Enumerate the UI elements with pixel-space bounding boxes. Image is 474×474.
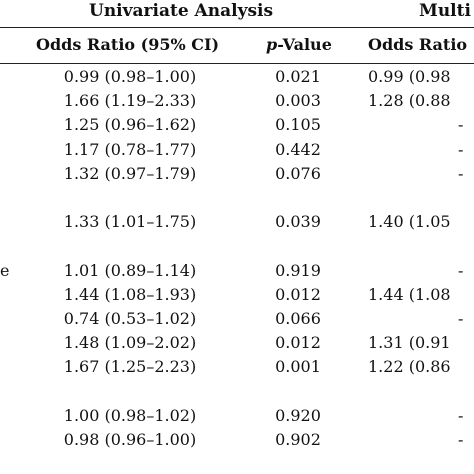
- cell-multi-odds-ratio: -: [458, 164, 464, 183]
- cell-odds-ratio: 1.48 (1.09–2.02): [63, 333, 197, 352]
- cell-odds-ratio: [30, 381, 230, 403]
- cell-multi-odds-ratio: 1.31 (0.91: [368, 333, 451, 352]
- cell-odds-ratio: 1.44 (1.08–1.93): [63, 285, 197, 304]
- col-header-p-rest: -Value: [277, 35, 332, 54]
- table-row: 1.44 (1.08–1.93) 0.012 1.44 (1.08: [0, 284, 474, 306]
- cell-multi-odds-ratio: -: [458, 406, 464, 425]
- cell-p-value: 0.902: [275, 430, 321, 449]
- cell-multi-odds-ratio: 1.40 (1.05: [368, 212, 451, 231]
- col-header-multi-odds-ratio-text: Odds Ratio: [368, 35, 468, 54]
- col-header-p-value: p-Value: [266, 34, 332, 56]
- cell-multi-odds-ratio: -: [458, 309, 464, 328]
- cell-multi-odds-ratio: [368, 235, 474, 257]
- cell-multi-odds-ratio: 1.22 (0.86: [368, 357, 451, 376]
- cell-multi-odds-ratio: -: [458, 430, 464, 449]
- table-row: 1.00 (0.98–1.02) 0.920 -: [0, 405, 474, 427]
- cell-multi-odds-ratio: 0.99 (0.98: [368, 67, 451, 86]
- cell-odds-ratio: 1.33 (1.01–1.75): [63, 212, 197, 231]
- cell-multi-odds-ratio: 1.44 (1.08: [368, 285, 451, 304]
- cell-p-value: 0.003: [275, 91, 321, 110]
- cell-p-value: 0.105: [275, 115, 321, 134]
- cell-p-value: [258, 187, 338, 209]
- table-row: 0.98 (0.96–1.00) 0.902 -: [0, 429, 474, 451]
- col-header-multi-odds-ratio: Odds Ratio: [368, 34, 467, 56]
- cell-p-value: 0.012: [275, 285, 321, 304]
- cell-p-value: 0.001: [275, 357, 321, 376]
- table-row: 1.17 (0.78–1.77) 0.442 -: [0, 139, 474, 161]
- table-row: [0, 381, 474, 403]
- cell-odds-ratio: [30, 235, 230, 257]
- column-header-rule: [0, 63, 474, 64]
- cell-multi-odds-ratio: [368, 187, 474, 209]
- cell-p-value: 0.021: [275, 67, 321, 86]
- row-label: e: [0, 261, 10, 280]
- table-row: 1.32 (0.97–1.79) 0.076 -: [0, 163, 474, 185]
- cell-odds-ratio: 0.99 (0.98–1.00): [63, 67, 197, 86]
- group-header-rule: [0, 27, 474, 28]
- cell-odds-ratio: 1.32 (0.97–1.79): [63, 164, 197, 183]
- table-row: 1.33 (1.01–1.75) 0.039 1.40 (1.05: [0, 211, 474, 233]
- cell-odds-ratio: 1.00 (0.98–1.02): [63, 406, 197, 425]
- cell-p-value: 0.919: [275, 261, 321, 280]
- cell-odds-ratio: 0.74 (0.53–1.02): [63, 309, 197, 328]
- table-row: 1.48 (1.09–2.02) 0.012 1.31 (0.91: [0, 332, 474, 354]
- cell-multi-odds-ratio: -: [458, 140, 464, 159]
- col-header-odds-ratio: Odds Ratio (95% CI): [36, 34, 219, 56]
- col-header-odds-ratio-text: Odds Ratio (95% CI): [36, 35, 220, 54]
- group-header-multivariate: Multi: [419, 1, 471, 21]
- cell-p-value: 0.039: [275, 212, 321, 231]
- table-row: 1.25 (0.96–1.62) 0.105 -: [0, 114, 474, 136]
- cell-p-value: 0.920: [275, 406, 321, 425]
- cell-odds-ratio: 1.01 (0.89–1.14): [63, 261, 197, 280]
- cell-odds-ratio: [30, 187, 230, 209]
- cell-p-value: 0.066: [275, 309, 321, 328]
- table-row: 0.74 (0.53–1.02) 0.066 -: [0, 308, 474, 330]
- cell-multi-odds-ratio: -: [458, 261, 464, 280]
- col-header-p-italic: p: [266, 35, 278, 54]
- cell-p-value: [258, 235, 338, 257]
- cell-p-value: 0.076: [275, 164, 321, 183]
- table-row: 0.99 (0.98–1.00) 0.021 0.99 (0.98: [0, 66, 474, 88]
- table-row: [0, 235, 474, 257]
- cell-p-value: 0.442: [275, 140, 321, 159]
- cell-multi-odds-ratio: 1.28 (0.88: [368, 91, 451, 110]
- cell-p-value: [258, 381, 338, 403]
- cell-odds-ratio: 1.66 (1.19–2.33): [63, 91, 197, 110]
- table-row: e 1.01 (0.89–1.14) 0.919 -: [0, 260, 474, 282]
- table-row: 1.67 (1.25–2.23) 0.001 1.22 (0.86: [0, 356, 474, 378]
- cell-p-value: 0.012: [275, 333, 321, 352]
- cell-odds-ratio: 1.25 (0.96–1.62): [63, 115, 197, 134]
- cell-multi-odds-ratio: -: [458, 115, 464, 134]
- cell-odds-ratio: 1.67 (1.25–2.23): [63, 357, 197, 376]
- cell-odds-ratio: 1.17 (0.78–1.77): [63, 140, 197, 159]
- table-row: 1.66 (1.19–2.33) 0.003 1.28 (0.88: [0, 90, 474, 112]
- cell-odds-ratio: 0.98 (0.96–1.00): [63, 430, 197, 449]
- cell-multi-odds-ratio: [368, 381, 474, 403]
- table-row: [0, 187, 474, 209]
- group-header-univariate: Univariate Analysis: [89, 1, 274, 21]
